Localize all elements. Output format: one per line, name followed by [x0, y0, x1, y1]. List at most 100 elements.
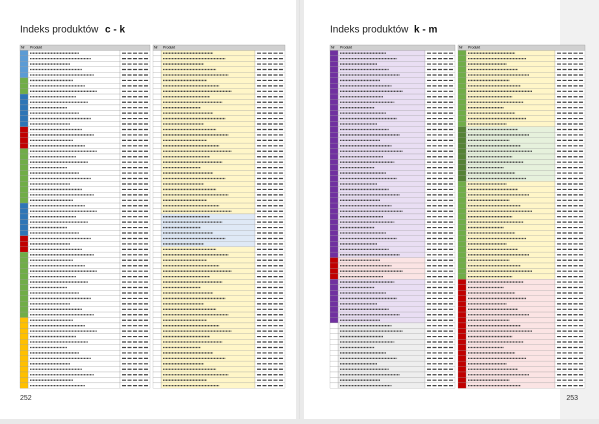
row-name-cell	[27, 121, 121, 127]
row-swatch	[19, 208, 29, 215]
row-swatch	[457, 219, 467, 225]
row-swatch	[19, 235, 29, 242]
row-swatch	[457, 328, 467, 334]
row-swatch	[329, 219, 339, 225]
row-swatch	[19, 333, 29, 340]
row-swatch	[329, 284, 339, 291]
row-swatch	[457, 344, 467, 351]
row-swatch	[19, 344, 29, 351]
row-swatch	[329, 262, 339, 269]
row-swatch	[329, 371, 339, 378]
row-swatch	[19, 132, 29, 138]
row-swatch	[19, 93, 29, 100]
row-swatch	[19, 181, 29, 187]
row-swatch	[457, 88, 467, 95]
row-swatch	[19, 262, 29, 269]
row-swatch	[329, 115, 339, 122]
row-swatch	[329, 132, 339, 138]
row-swatch	[152, 192, 162, 198]
row-swatch	[19, 126, 29, 133]
row-swatch	[329, 66, 339, 73]
row-swatch	[152, 322, 162, 329]
row-swatch	[152, 77, 162, 84]
row-swatch	[19, 121, 29, 127]
row-swatch	[152, 115, 162, 122]
row-swatch	[457, 322, 467, 329]
row-swatch	[152, 219, 162, 225]
row-swatch	[19, 77, 29, 84]
row-swatch	[19, 186, 29, 193]
row-swatch	[152, 371, 162, 378]
row-swatch	[19, 306, 29, 313]
row-name-cell	[27, 61, 121, 67]
row-swatch	[329, 186, 339, 193]
row-swatch	[152, 224, 162, 231]
row-swatch	[152, 382, 162, 389]
row-swatch	[329, 142, 339, 149]
row-swatch	[19, 257, 29, 264]
row-swatch	[19, 317, 29, 324]
row-swatch	[329, 273, 339, 280]
row-swatch	[329, 360, 339, 367]
row-swatch	[457, 50, 467, 57]
row-swatch	[152, 366, 162, 373]
row-swatch	[457, 104, 467, 111]
row-swatch	[457, 235, 467, 242]
row-swatch	[152, 55, 162, 62]
row-swatch	[152, 355, 162, 362]
row-swatch	[329, 311, 339, 318]
row-swatch	[152, 339, 162, 345]
row-swatch	[457, 257, 467, 264]
row-swatch	[152, 137, 162, 144]
row-swatch	[152, 99, 162, 106]
row-swatch	[152, 159, 162, 166]
row-swatch	[457, 148, 467, 155]
row-swatch	[19, 273, 29, 280]
row-name-cell	[27, 344, 121, 351]
row-swatch	[329, 110, 339, 116]
row-swatch	[19, 55, 29, 62]
row-swatch	[329, 251, 339, 258]
row-swatch	[19, 61, 29, 67]
header-cell: Produkt	[468, 46, 480, 50]
page-range: k - m	[414, 25, 437, 36]
row-swatch	[152, 213, 162, 220]
row-name-cell	[27, 360, 121, 367]
row-swatch	[19, 115, 29, 122]
row-swatch	[152, 311, 162, 318]
row-name-cell	[27, 137, 121, 144]
row-swatch	[19, 66, 29, 73]
row-swatch	[152, 208, 162, 215]
row-name-cell	[27, 317, 121, 324]
row-swatch	[457, 170, 467, 176]
row-swatch	[457, 121, 467, 127]
row-swatch	[19, 295, 29, 302]
row-swatch	[329, 344, 339, 351]
header-cell: Nr	[331, 46, 336, 50]
row-swatch	[457, 55, 467, 62]
row-swatch	[329, 328, 339, 334]
row-swatch	[329, 301, 339, 307]
row-swatch	[152, 257, 162, 264]
row-name-cell	[27, 377, 121, 384]
row-swatch	[329, 290, 339, 296]
row-swatch	[152, 126, 162, 133]
row-swatch	[457, 192, 467, 198]
row-swatch	[457, 99, 467, 106]
row-swatch	[19, 192, 29, 198]
row-swatch	[457, 72, 467, 78]
row-swatch	[329, 83, 339, 89]
row-swatch	[457, 126, 467, 133]
page-number: 252	[20, 395, 32, 402]
row-swatch	[329, 153, 339, 160]
row-name-cell	[27, 181, 121, 187]
row-swatch	[457, 262, 467, 269]
row-swatch	[152, 72, 162, 78]
row-swatch	[152, 66, 162, 73]
row-swatch	[19, 366, 29, 373]
row-swatch	[329, 170, 339, 176]
gutter-shadow	[296, 0, 304, 419]
row-swatch	[457, 355, 467, 362]
row-swatch	[19, 219, 29, 225]
row-swatch	[457, 77, 467, 84]
